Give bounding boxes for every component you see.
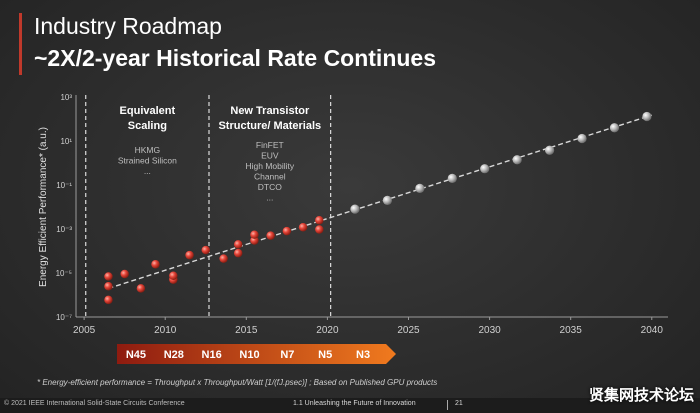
projected-data-point (545, 145, 555, 155)
historical-data-point (151, 260, 160, 269)
y-tick-label: 10¹ (60, 137, 72, 146)
annotation-item: High Mobility (245, 161, 294, 171)
historical-data-point (266, 231, 275, 240)
projected-data-point (642, 111, 652, 122)
annotation-heading: Structure/ Materials (218, 120, 321, 132)
slide-title: Industry Roadmap (34, 13, 222, 39)
historical-data-point (104, 272, 113, 281)
projected-data-point (447, 173, 457, 183)
projected-data-point (415, 183, 425, 194)
node-label: N28 (164, 349, 184, 361)
annotation-item: Strained Silicon (118, 156, 177, 166)
x-tick-label: 2040 (641, 325, 664, 336)
node-label: N45 (126, 349, 146, 361)
historical-data-point (136, 284, 146, 293)
y-tick-label: 10⁻¹ (56, 181, 72, 190)
historical-data-point (250, 230, 259, 239)
annotation-item: HKMG (135, 145, 161, 155)
watermark-text: 贤集网技术论坛 (588, 387, 694, 404)
annotation-item: EUV (261, 151, 279, 161)
annotation-item: DTCO (258, 182, 282, 192)
historical-data-point (282, 226, 292, 236)
x-tick-label: 2015 (235, 325, 258, 336)
node-label: N10 (239, 349, 259, 361)
historical-data-point (169, 271, 178, 280)
node-roadmap-arrow (117, 344, 396, 364)
section-label: 1.1 Unleashing the Future of Innovation (293, 400, 416, 407)
historical-data-point (298, 223, 308, 232)
projected-data-point (609, 123, 620, 133)
annotation-item: Channel (254, 172, 286, 182)
x-tick-label: 2035 (560, 325, 583, 336)
footer-bar: © 2021 IEEE International Solid-State Ci… (0, 398, 700, 413)
node-label: N16 (202, 349, 222, 361)
projected-data-point (512, 155, 522, 165)
historical-data-point (201, 245, 210, 255)
page-separator (447, 400, 448, 410)
historical-data-point (250, 236, 259, 245)
y-tick-label: 10⁻⁷ (56, 313, 72, 322)
footnote: * Energy-efficient performance = Through… (37, 378, 438, 387)
historical-data-point (120, 269, 129, 279)
title-accent-bar (19, 13, 22, 75)
page-number: 21 (455, 400, 463, 407)
y-tick-label: 10⁻⁵ (56, 269, 72, 278)
annotation-heading: New Transistor (230, 105, 310, 117)
annotation-heading: Equivalent (120, 105, 176, 117)
historical-data-point (315, 216, 324, 225)
x-tick-label: 2030 (478, 325, 501, 336)
annotation-item: ... (144, 166, 151, 176)
annotation-heading: Scaling (128, 120, 167, 132)
y-tick-label: 10⁻³ (56, 225, 72, 234)
x-tick-label: 2020 (316, 325, 339, 336)
x-tick-label: 2010 (154, 325, 177, 336)
y-tick-label: 10³ (60, 93, 72, 102)
trend-line (108, 114, 652, 290)
y-axis-label: Energy Efficient Performance* (a.u.) (38, 127, 49, 287)
node-label: N5 (318, 349, 332, 361)
projected-data-point (382, 195, 393, 205)
historical-data-point (104, 282, 113, 291)
projected-data-point (350, 204, 360, 214)
historical-data-point (185, 250, 194, 260)
annotation-item: ... (266, 193, 273, 203)
copyright-text: © 2021 IEEE International Solid-State Ci… (4, 400, 185, 407)
historical-data-point (104, 295, 113, 305)
x-tick-label: 2025 (397, 325, 420, 336)
historical-data-point (233, 240, 243, 249)
historical-data-point (233, 248, 243, 258)
historical-data-point (315, 225, 324, 234)
slide-subtitle: ~2X/2-year Historical Rate Continues (34, 45, 437, 71)
projected-data-point (577, 133, 587, 144)
historical-data-point (219, 254, 228, 263)
node-label: N3 (356, 349, 370, 361)
projected-data-point (480, 164, 490, 174)
node-label: N7 (280, 349, 294, 361)
annotation-item: FinFET (256, 140, 284, 150)
x-tick-label: 2005 (73, 325, 96, 336)
